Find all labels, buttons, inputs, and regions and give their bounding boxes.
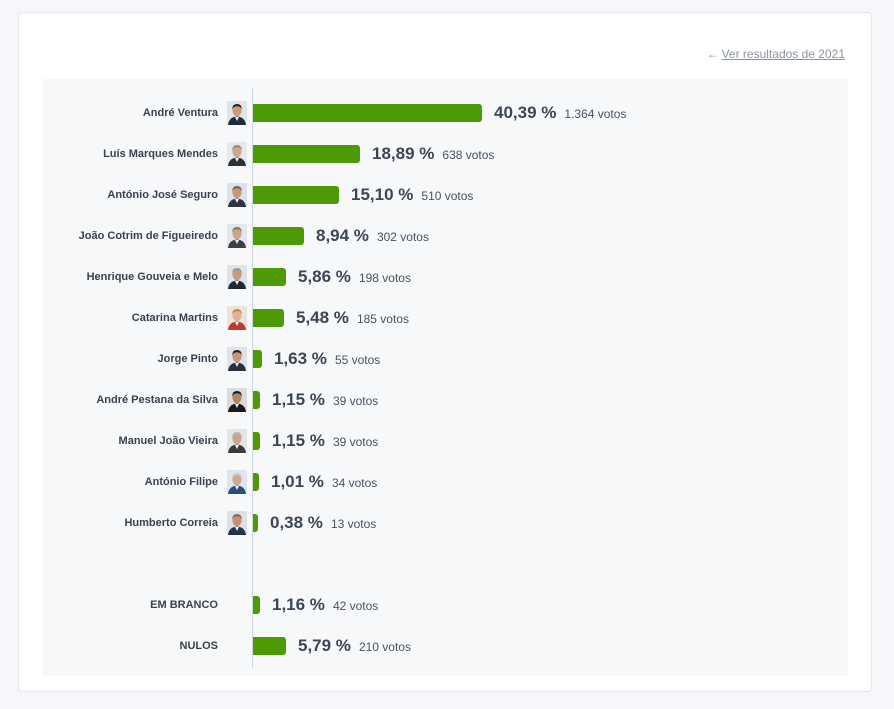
candidate-photo	[227, 429, 247, 453]
candidate-photo	[227, 142, 247, 166]
candidate-photo	[227, 388, 247, 412]
percentage-label: 8,94 %	[316, 226, 369, 245]
votes-label: 185 votos	[356, 312, 409, 326]
votes-label: 42 votos	[332, 599, 379, 613]
candidate-photo	[227, 265, 247, 289]
chart-row: Luís Marques Mendes 18,89 % 638 votos	[0, 142, 894, 166]
arrow-left-icon: ←	[706, 47, 719, 61]
chart-row: João Cotrim de Figueiredo 8,94 % 302 votos	[0, 224, 894, 248]
category-label: António Filipe	[144, 476, 218, 488]
previous-results-label: Ver resultados de 2021	[721, 47, 845, 61]
chart-row: EM BRANCO 1,16 % 42 votos	[0, 593, 894, 617]
bar	[253, 309, 284, 327]
votes-label: 198 votos	[358, 271, 411, 285]
candidate-photo	[227, 347, 247, 371]
percentage-label: 0,38 %	[270, 513, 323, 532]
candidate-photo	[227, 224, 247, 248]
bar	[253, 391, 260, 409]
percentage-label: 40,39 %	[494, 103, 557, 122]
chart-row: António Filipe 1,01 % 34 votos	[0, 470, 894, 494]
percentage-label: 5,48 %	[296, 308, 349, 327]
votes-label: 34 votos	[331, 476, 378, 490]
percentage-label: 15,10 %	[351, 185, 414, 204]
percentage-label: 1,15 %	[272, 390, 325, 409]
votes-label: 210 votos	[358, 640, 411, 654]
votes-label: 55 votos	[334, 353, 381, 367]
votes-label: 1.364 votos	[564, 107, 627, 121]
chart-row: Jorge Pinto 1,63 % 55 votos	[0, 347, 894, 371]
category-label: NULOS	[179, 640, 219, 652]
percentage-label: 1,01 %	[271, 472, 324, 491]
votes-label: 302 votos	[376, 230, 429, 244]
percentage-label: 1,16 %	[272, 595, 325, 614]
chart-row: André Ventura 40,39 % 1.364 votos	[0, 101, 894, 125]
bar	[253, 596, 260, 614]
votes-label: 638 votos	[442, 148, 495, 162]
category-label: Manuel João Vieira	[118, 435, 218, 447]
chart-row: Henrique Gouveia e Melo 5,86 % 198 votos	[0, 265, 894, 289]
category-label: André Ventura	[142, 107, 218, 119]
category-label: Luís Marques Mendes	[103, 148, 218, 160]
percentage-label: 1,63 %	[274, 349, 327, 368]
percentage-label: 1,15 %	[272, 431, 325, 450]
votes-label: 13 votos	[330, 517, 377, 531]
bar	[253, 350, 262, 368]
bar	[253, 268, 286, 286]
bar	[253, 432, 260, 450]
chart-row: André Pestana da Silva 1,15 % 39 votos	[0, 388, 894, 412]
category-label: João Cotrim de Figueiredo	[78, 230, 218, 242]
percentage-label: 5,79 %	[298, 636, 351, 655]
chart-row: Catarina Martins 5,48 % 185 votos	[0, 306, 894, 330]
votes-label: 510 votos	[421, 189, 474, 203]
bar	[253, 473, 259, 491]
votes-label: 39 votos	[332, 394, 379, 408]
candidate-photo	[227, 306, 247, 330]
bar	[253, 145, 360, 163]
bar	[253, 637, 286, 655]
candidate-photo	[227, 101, 247, 125]
bar	[253, 186, 339, 204]
category-label: Jorge Pinto	[157, 353, 218, 365]
category-label: Humberto Correia	[124, 517, 218, 529]
bar	[253, 227, 304, 245]
chart-row: António José Seguro 15,10 % 510 votos	[0, 183, 894, 207]
chart-row: NULOS 5,79 % 210 votos	[0, 634, 894, 658]
percentage-label: 5,86 %	[298, 267, 351, 286]
candidate-photo	[227, 511, 247, 535]
category-label: António José Seguro	[107, 189, 218, 201]
category-label: EM BRANCO	[150, 599, 218, 611]
bar	[253, 514, 258, 532]
votes-label: 39 votos	[332, 435, 379, 449]
category-label: Catarina Martins	[131, 312, 218, 324]
chart-row: Manuel João Vieira 1,15 % 39 votos	[0, 429, 894, 453]
percentage-label: 18,89 %	[372, 144, 435, 163]
candidate-photo	[227, 183, 247, 207]
chart-panel	[42, 79, 848, 676]
chart-axis-line	[252, 88, 253, 668]
category-label: Henrique Gouveia e Melo	[86, 271, 218, 283]
candidate-photo	[227, 470, 247, 494]
bar	[253, 104, 482, 122]
previous-results-link[interactable]: ← Ver resultados de 2021	[707, 47, 845, 61]
category-label: André Pestana da Silva	[96, 394, 218, 406]
chart-row: Humberto Correia 0,38 % 13 votos	[0, 511, 894, 535]
